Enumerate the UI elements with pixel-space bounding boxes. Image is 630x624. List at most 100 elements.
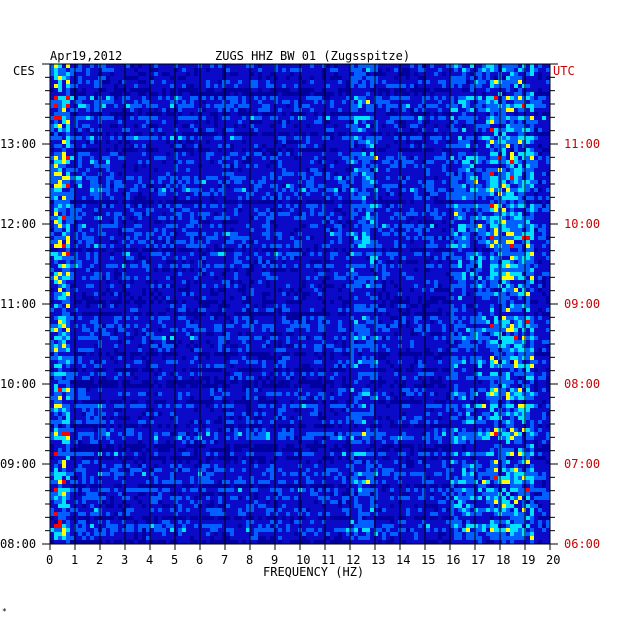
spectrogram-cell bbox=[142, 96, 146, 100]
spectrogram-cell bbox=[466, 136, 470, 140]
spectrogram-cell bbox=[182, 292, 186, 296]
spectrogram-cell bbox=[514, 232, 518, 236]
spectrogram-cell bbox=[414, 360, 418, 364]
spectrogram-cell bbox=[542, 292, 546, 296]
spectrogram-cell bbox=[450, 396, 454, 400]
spectrogram-cell bbox=[62, 272, 66, 276]
spectrogram-cell bbox=[318, 184, 322, 188]
spectrogram-cell bbox=[70, 156, 74, 160]
spectrogram-cell bbox=[414, 84, 418, 88]
spectrogram-cell bbox=[466, 204, 470, 208]
spectrogram-cell bbox=[62, 276, 66, 280]
spectrogram-cell bbox=[114, 124, 118, 128]
spectrogram-cell bbox=[142, 80, 146, 84]
spectrogram-cell bbox=[338, 308, 342, 312]
spectrogram-cell bbox=[138, 360, 142, 364]
spectrogram-cell bbox=[226, 284, 230, 288]
spectrogram-cell bbox=[66, 392, 70, 396]
spectrogram-cell bbox=[334, 272, 338, 276]
spectrogram-cell bbox=[490, 328, 494, 332]
spectrogram-cell bbox=[126, 324, 130, 328]
spectrogram-cell bbox=[518, 352, 522, 356]
spectrogram-cell bbox=[502, 328, 506, 332]
spectrogram-cell bbox=[474, 320, 478, 324]
spectrogram-cell bbox=[474, 116, 478, 120]
spectrogram-cell bbox=[114, 344, 118, 348]
spectrogram-cell bbox=[522, 216, 526, 220]
spectrogram-cell bbox=[106, 180, 110, 184]
spectrogram-cell bbox=[266, 108, 270, 112]
spectrogram-cell bbox=[510, 264, 514, 268]
spectrogram-cell bbox=[478, 216, 482, 220]
spectrogram-cell bbox=[70, 168, 74, 172]
spectrogram-cell bbox=[50, 68, 54, 72]
spectrogram-cell bbox=[358, 208, 362, 212]
spectrogram-cell bbox=[118, 340, 122, 344]
spectrogram-cell bbox=[530, 356, 534, 360]
spectrogram-cell bbox=[314, 200, 318, 204]
spectrogram-cell bbox=[470, 264, 474, 268]
spectrogram-cell bbox=[386, 232, 390, 236]
spectrogram-cell bbox=[534, 360, 538, 364]
spectrogram-cell bbox=[334, 188, 338, 192]
spectrogram-cell bbox=[226, 80, 230, 84]
spectrogram-cell bbox=[442, 400, 446, 404]
spectrogram-cell bbox=[486, 244, 490, 248]
spectrogram-cell bbox=[82, 292, 86, 296]
spectrogram-cell bbox=[258, 72, 262, 76]
spectrogram-cell bbox=[166, 344, 170, 348]
spectrogram-cell bbox=[286, 76, 290, 80]
spectrogram-cell bbox=[150, 136, 154, 140]
spectrogram-cell bbox=[326, 228, 330, 232]
spectrogram-cell bbox=[486, 396, 490, 400]
spectrogram-cell bbox=[78, 200, 82, 204]
spectrogram-cell bbox=[266, 236, 270, 240]
spectrogram-cell bbox=[134, 168, 138, 172]
spectrogram-cell bbox=[174, 328, 178, 332]
spectrogram-cell bbox=[362, 236, 366, 240]
spectrogram-cell bbox=[390, 228, 394, 232]
spectrogram-cell bbox=[206, 156, 210, 160]
spectrogram-cell bbox=[294, 216, 298, 220]
spectrogram-cell bbox=[274, 88, 278, 92]
spectrogram-cell bbox=[266, 384, 270, 388]
spectrogram-cell bbox=[378, 376, 382, 380]
spectrogram-cell bbox=[274, 384, 278, 388]
spectrogram-cell bbox=[302, 172, 306, 176]
spectrogram-cell bbox=[186, 248, 190, 252]
spectrogram-cell bbox=[494, 360, 498, 364]
spectrogram-cell bbox=[450, 284, 454, 288]
spectrogram-cell bbox=[390, 316, 394, 320]
spectrogram-cell bbox=[250, 64, 254, 68]
spectrogram-cell bbox=[66, 332, 70, 336]
spectrogram-cell bbox=[154, 392, 158, 396]
spectrogram-cell bbox=[534, 336, 538, 340]
spectrogram-cell bbox=[526, 240, 530, 244]
spectrogram-cell bbox=[410, 188, 414, 192]
spectrogram-cell bbox=[70, 368, 74, 372]
spectrogram-cell bbox=[330, 352, 334, 356]
spectrogram-cell bbox=[362, 356, 366, 360]
spectrogram-cell bbox=[78, 360, 82, 364]
spectrogram-cell bbox=[230, 172, 234, 176]
spectrogram-cell bbox=[518, 388, 522, 392]
spectrogram-cell bbox=[338, 152, 342, 156]
spectrogram-cell bbox=[454, 184, 458, 188]
spectrogram-cell bbox=[502, 140, 506, 144]
spectrogram-cell bbox=[214, 132, 218, 136]
spectrogram-cell bbox=[270, 124, 274, 128]
spectrogram-cell bbox=[114, 320, 118, 324]
spectrogram-cell bbox=[118, 316, 122, 320]
spectrogram-cell bbox=[190, 148, 194, 152]
spectrogram-cell bbox=[286, 392, 290, 396]
spectrogram-cell bbox=[146, 392, 150, 396]
spectrogram-cell bbox=[366, 64, 370, 68]
spectrogram-cell bbox=[282, 100, 286, 104]
spectrogram-cell bbox=[454, 236, 458, 240]
spectrogram-cell bbox=[362, 172, 366, 176]
spectrogram-cell bbox=[54, 256, 58, 260]
spectrogram-cell bbox=[406, 236, 410, 240]
spectrogram-cell bbox=[414, 92, 418, 96]
spectrogram-cell bbox=[482, 224, 486, 228]
spectrogram-cell bbox=[314, 112, 318, 116]
